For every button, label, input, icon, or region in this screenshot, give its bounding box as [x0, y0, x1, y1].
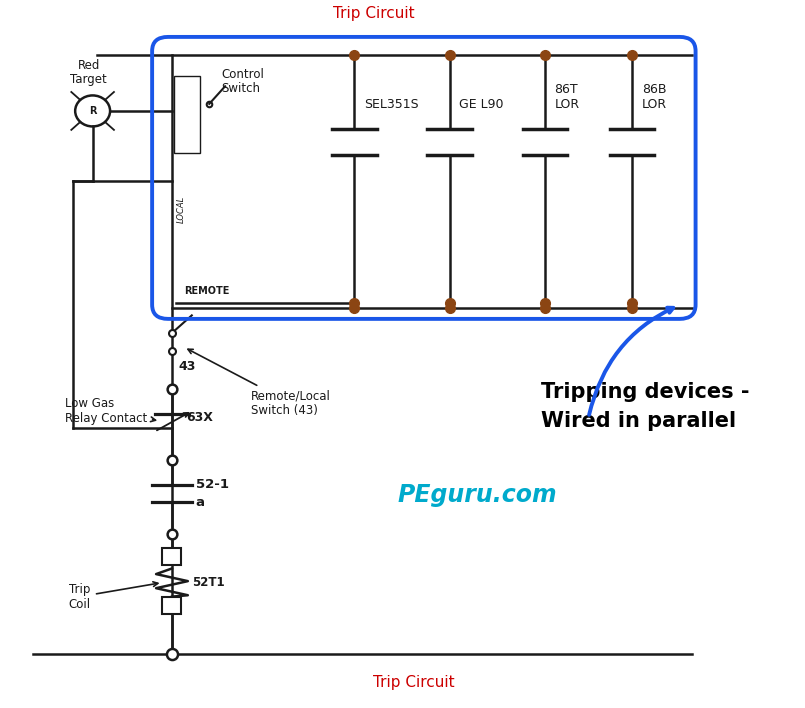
Text: Tripping devices -: Tripping devices - [541, 382, 749, 402]
Text: 43: 43 [179, 360, 196, 373]
Text: TRIP: TRIP [186, 128, 192, 143]
Text: 63X: 63X [186, 411, 213, 424]
Text: Trip
Coil: Trip Coil [68, 582, 158, 610]
Text: Trip Circuit: Trip Circuit [374, 675, 455, 690]
Text: Wired in parallel: Wired in parallel [541, 411, 736, 430]
Text: GE L90: GE L90 [459, 98, 504, 111]
Text: R: R [89, 106, 97, 116]
Text: 86B
LOR: 86B LOR [642, 83, 667, 111]
Text: SEL351S: SEL351S [364, 98, 419, 111]
Text: PEguru.com: PEguru.com [398, 483, 557, 507]
Text: LOCAL: LOCAL [177, 196, 186, 223]
Text: Trip Circuit: Trip Circuit [333, 6, 415, 21]
Bar [163, 597, 181, 614]
Text: Red: Red [77, 59, 100, 72]
Text: NORMAL: NORMAL [177, 99, 183, 130]
Text: Remote/Local
Switch (43): Remote/Local Switch (43) [188, 349, 331, 418]
Text: CLOSE: CLOSE [186, 75, 192, 98]
Bar [163, 548, 181, 565]
Text: Low Gas
Relay Contact: Low Gas Relay Contact [65, 396, 155, 425]
Bar [175, 76, 200, 153]
Text: 52-1: 52-1 [196, 478, 229, 491]
Text: a: a [196, 496, 204, 508]
Text: Switch: Switch [221, 82, 260, 96]
Text: REMOTE: REMOTE [184, 285, 229, 296]
Text: Target: Target [70, 72, 107, 86]
Text: 86T
LOR: 86T LOR [555, 83, 580, 111]
Text: 52T1: 52T1 [192, 576, 225, 589]
Text: Control: Control [221, 69, 264, 81]
